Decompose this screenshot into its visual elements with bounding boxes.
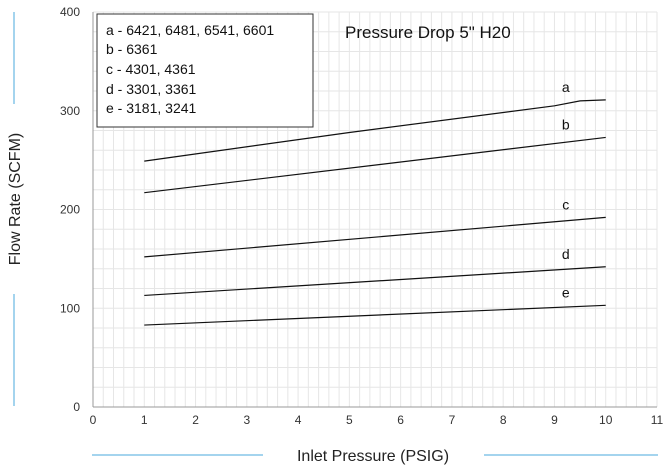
x-tick-label: 0 xyxy=(90,413,97,427)
series-labels: a b c d e xyxy=(562,79,570,300)
y-tick-label: 100 xyxy=(60,301,80,315)
axes xyxy=(92,12,657,408)
y-tick-label: 400 xyxy=(60,5,80,19)
y-tick-label: 200 xyxy=(60,203,80,217)
series-line-b xyxy=(144,136,606,194)
y-axis-title: Flow Rate (SCFM) xyxy=(7,133,24,265)
legend-item-c: c - 4301, 4361 xyxy=(106,61,196,77)
series-label-e: e xyxy=(562,284,570,300)
x-tick-label: 2 xyxy=(192,413,199,427)
series-line-e xyxy=(144,304,606,326)
series-label-d: d xyxy=(562,246,570,262)
y-axis-title-group: Flow Rate (SCFM) xyxy=(7,12,24,406)
x-tick-label: 1 xyxy=(141,413,148,427)
x-tick-label: 5 xyxy=(346,413,353,427)
legend-item-d: d - 3301, 3361 xyxy=(106,81,197,97)
y-tick-label: 0 xyxy=(73,400,80,414)
x-tick-label: 6 xyxy=(397,413,404,427)
legend-item-b: b - 6361 xyxy=(106,41,158,57)
x-tick-label: 3 xyxy=(243,413,250,427)
x-tick-label: 8 xyxy=(500,413,507,427)
chart-title: Pressure Drop 5" H20 xyxy=(345,23,511,42)
series-label-a: a xyxy=(562,79,570,95)
y-tick-labels: 0 100 200 300 400 xyxy=(60,5,80,414)
x-tick-label: 7 xyxy=(449,413,456,427)
series-line-d xyxy=(144,266,606,297)
legend-item-a: a - 6421, 6481, 6541, 6601 xyxy=(106,22,274,38)
x-tick-label: 10 xyxy=(599,413,613,427)
series-label-c: c xyxy=(562,196,569,212)
series-lines xyxy=(144,99,606,326)
x-tick-labels: 0 1 2 3 4 5 6 7 8 9 10 11 xyxy=(90,413,663,427)
series-line-c xyxy=(144,216,606,258)
x-tick-label: 4 xyxy=(295,413,302,427)
x-axis-title: Inlet Pressure (PSIG) xyxy=(297,448,449,465)
series-line-a xyxy=(144,99,606,162)
y-tick-label: 300 xyxy=(60,104,80,118)
series-label-b: b xyxy=(562,116,570,132)
legend-box xyxy=(96,13,314,128)
x-axis-title-group: Inlet Pressure (PSIG) xyxy=(92,448,658,465)
x-tick-label: 11 xyxy=(651,413,663,427)
legend-item-e: e - 3181, 3241 xyxy=(106,100,197,116)
x-tick-label: 9 xyxy=(551,413,558,427)
legend: a - 6421, 6481, 6541, 6601 b - 6361 c - … xyxy=(96,13,314,128)
